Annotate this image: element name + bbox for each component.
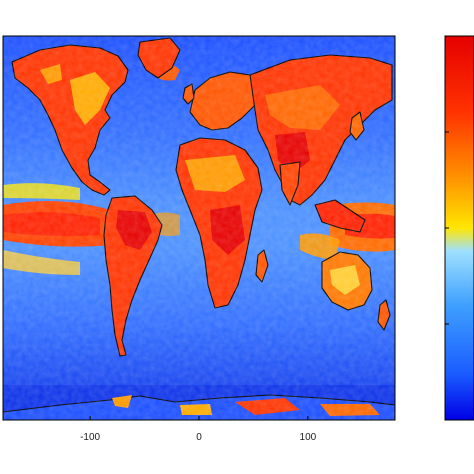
x-tick-label: -100 — [80, 432, 100, 443]
colorbar — [444, 35, 474, 421]
field-texture — [3, 36, 395, 420]
colorbar-gradient — [445, 36, 474, 420]
map-panel — [3, 36, 395, 420]
x-tick-label: 0 — [196, 432, 202, 443]
x-tick-label: 100 — [300, 432, 317, 443]
x-axis: -100 0 100 — [80, 416, 317, 443]
